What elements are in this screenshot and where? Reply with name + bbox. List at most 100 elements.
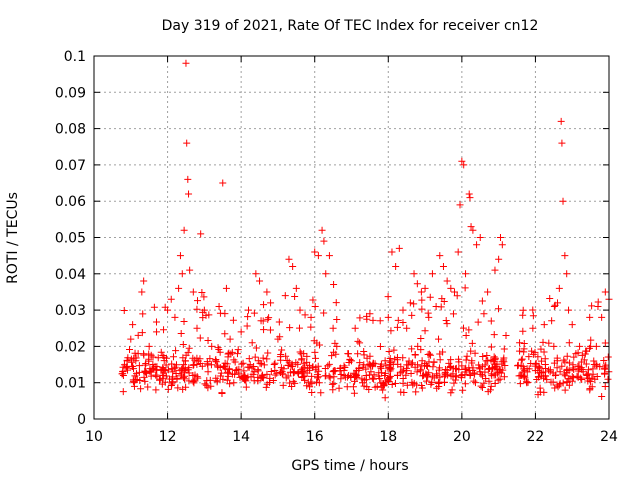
data-point — [443, 320, 451, 328]
data-point — [235, 369, 243, 377]
data-point — [184, 349, 192, 357]
data-point — [546, 294, 554, 302]
data-point — [442, 317, 450, 325]
data-point — [461, 380, 469, 388]
data-point — [517, 356, 525, 364]
data-point — [460, 161, 468, 169]
y-tick-label: 0.05 — [55, 231, 86, 247]
data-point — [162, 361, 170, 369]
data-point — [311, 348, 319, 356]
data-point — [395, 244, 403, 252]
data-point — [588, 383, 596, 391]
data-point — [491, 380, 499, 388]
data-point — [458, 157, 466, 165]
data-point — [181, 365, 189, 373]
data-point — [555, 284, 563, 292]
data-point — [593, 373, 601, 381]
data-point — [428, 270, 436, 278]
data-point — [451, 365, 459, 373]
data-point — [168, 380, 176, 388]
data-point — [311, 302, 319, 310]
data-point — [124, 354, 132, 362]
data-point — [136, 377, 144, 385]
data-point — [307, 378, 315, 386]
data-point — [539, 338, 547, 346]
data-point — [140, 373, 148, 381]
data-point — [320, 237, 328, 245]
data-point — [271, 367, 279, 375]
data-point — [371, 360, 379, 368]
data-point — [453, 292, 461, 300]
data-point — [535, 373, 543, 381]
x-tick-label: 12 — [159, 429, 177, 445]
data-point — [451, 288, 458, 296]
data-point — [528, 347, 536, 355]
data-point — [550, 302, 558, 310]
data-point — [478, 384, 486, 392]
data-point — [436, 356, 444, 364]
data-point — [333, 316, 341, 324]
data-point — [561, 252, 569, 260]
data-point — [559, 379, 567, 387]
data-point — [487, 370, 495, 378]
data-point — [553, 381, 561, 389]
data-point — [328, 352, 336, 360]
data-point — [468, 357, 476, 365]
data-point — [577, 358, 585, 366]
data-point — [228, 348, 236, 356]
x-tick-label: 14 — [232, 429, 250, 445]
data-point — [332, 299, 340, 307]
data-point — [550, 342, 558, 350]
data-point — [169, 353, 177, 361]
data-point — [485, 377, 493, 385]
x-tick-label: 18 — [379, 429, 397, 445]
data-point — [131, 372, 139, 380]
data-point — [135, 362, 143, 370]
data-point — [193, 354, 201, 362]
data-point — [391, 380, 399, 388]
data-point — [439, 263, 447, 271]
data-point — [198, 289, 206, 297]
data-point — [479, 353, 487, 361]
data-point — [180, 226, 188, 234]
data-point — [447, 356, 455, 364]
data-point — [271, 359, 279, 367]
data-point — [373, 382, 381, 390]
data-point — [276, 353, 284, 361]
data-point — [262, 383, 270, 391]
data-point — [536, 384, 544, 392]
y-tick-label: 0.1 — [64, 49, 86, 65]
data-point — [469, 226, 477, 234]
data-point — [156, 375, 164, 383]
data-point — [418, 296, 426, 304]
data-point — [484, 288, 492, 296]
data-point — [226, 335, 234, 343]
data-point — [519, 368, 527, 376]
data-point — [486, 386, 494, 394]
data-point — [360, 382, 368, 390]
data-point — [231, 370, 239, 378]
data-point — [500, 358, 508, 366]
data-point — [322, 372, 330, 380]
data-point — [214, 344, 222, 352]
data-point — [594, 302, 602, 310]
data-point — [264, 315, 272, 323]
data-point — [447, 284, 455, 292]
data-point — [500, 373, 508, 381]
data-point — [267, 299, 275, 307]
data-point — [217, 369, 225, 377]
data-point — [193, 324, 201, 332]
data-point — [311, 248, 319, 256]
data-point — [400, 388, 408, 396]
data-point — [172, 347, 180, 355]
data-point — [240, 375, 248, 383]
data-point — [260, 361, 268, 369]
data-point — [520, 348, 528, 356]
data-point — [325, 252, 333, 260]
data-point — [561, 386, 569, 394]
data-point — [365, 385, 373, 393]
data-point — [167, 295, 175, 303]
data-point — [436, 252, 444, 260]
data-point — [350, 389, 358, 397]
data-point — [390, 346, 398, 354]
